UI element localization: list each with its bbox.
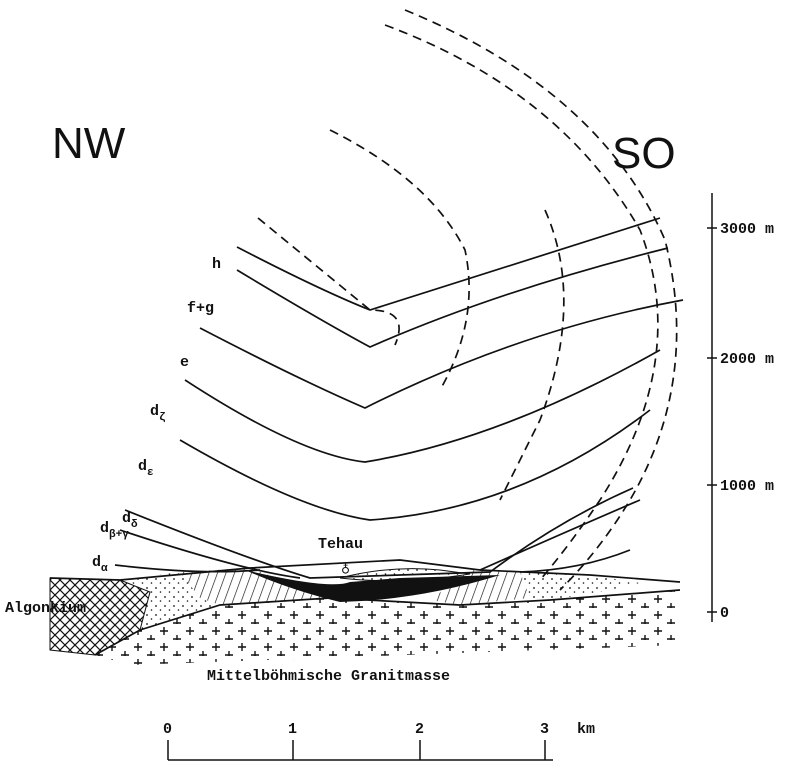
stratum [114, 549, 631, 573]
layer-letter: e [180, 354, 189, 371]
scale-label: 0 [720, 605, 729, 622]
hatched-beds [180, 568, 330, 605]
direction-label: NW [52, 119, 126, 168]
height-scale: 3000 m 2000 m 1000 m 0 [707, 193, 774, 622]
hatched-beds-right [430, 570, 530, 605]
dotted-beds [120, 572, 220, 630]
layer-label: f+g [187, 300, 214, 317]
locality-name: Tehau [318, 536, 363, 553]
stratum [199, 299, 684, 409]
layer-letter: d [122, 510, 131, 527]
granite [95, 590, 680, 665]
scale-label: 0 [163, 721, 172, 738]
scale-label: 1000 m [720, 478, 774, 495]
layer-subscript: ζ [159, 412, 166, 424]
scale-label: 1 [288, 721, 297, 738]
eroded-stratum [404, 9, 678, 591]
layer-label: dε [138, 458, 154, 479]
direction-label: SO [612, 129, 676, 178]
layer-letter: f+g [187, 300, 214, 317]
stratum [236, 247, 669, 348]
unit-label: Mittelböhmische Granitmasse [207, 668, 450, 685]
scale-label: 2 [415, 721, 424, 738]
layer-letter: d [150, 403, 159, 420]
layer-subscript: α [101, 563, 108, 575]
stratum [184, 349, 661, 463]
eroded-stratum [499, 209, 565, 501]
eroded-stratum [384, 24, 659, 581]
layer-label: dβ+γ [100, 520, 129, 541]
scale-unit: km [577, 721, 595, 738]
layer-label: dα [92, 554, 108, 575]
layer-letter: d [100, 520, 109, 537]
stratum [124, 487, 634, 579]
eroded-stratum [329, 129, 470, 391]
unit-label: Algonkium [5, 600, 86, 617]
distance-scale: 0 1 2 3 km [163, 721, 595, 761]
layer-letter: d [92, 554, 101, 571]
layer-label: h [212, 256, 221, 273]
scale-label: 2000 m [720, 351, 774, 368]
layer-subscript: δ [131, 519, 138, 531]
strata-lines [114, 217, 684, 579]
eroded-strata [257, 9, 678, 591]
dotted-beds-right [520, 572, 640, 600]
stratum [179, 409, 651, 521]
locality-symbol: ♁ [341, 561, 350, 578]
stratum [236, 217, 661, 311]
layer-subscript: β+γ [109, 529, 129, 541]
layer-label: dζ [150, 403, 166, 424]
scale-label: 3000 m [720, 221, 774, 238]
layer-label: e [180, 354, 189, 371]
scale-label: 3 [540, 721, 549, 738]
layer-letter: h [212, 256, 221, 273]
layer-subscript: ε [147, 467, 154, 479]
surface [49, 559, 681, 583]
layer-label: dδ [122, 510, 138, 531]
layer-letter: d [138, 458, 147, 475]
stratum [119, 499, 641, 579]
eroded-stratum [257, 217, 400, 346]
